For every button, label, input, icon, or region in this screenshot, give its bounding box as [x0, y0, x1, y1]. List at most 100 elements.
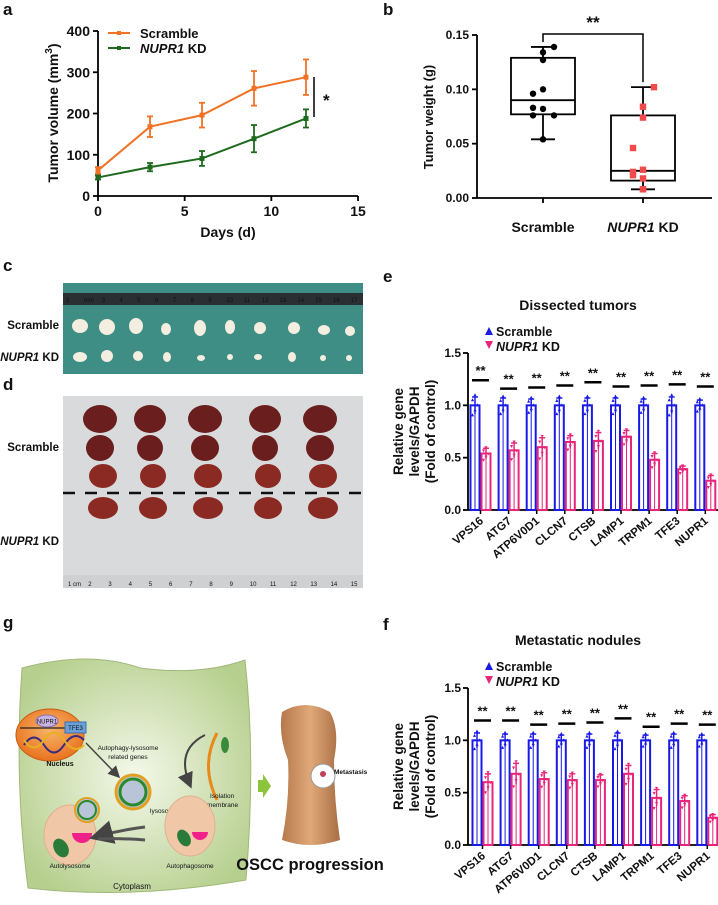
ruler-label: 13: [310, 582, 317, 588]
data-point: [501, 745, 505, 749]
data-point: [639, 399, 643, 403]
data-point: [700, 403, 704, 407]
tumor-specimen: [99, 319, 115, 335]
data-point: [624, 782, 628, 786]
data-point: [529, 104, 537, 112]
ruler-label: 7: [173, 298, 177, 304]
data-point: [708, 820, 712, 824]
data-point: [639, 410, 643, 414]
tumor-specimen: [101, 350, 113, 362]
x-tick-label: 15: [350, 203, 366, 219]
lung-specimen: [255, 464, 281, 488]
data-point: [596, 775, 600, 779]
data-point: [557, 744, 561, 748]
significance-marker: **: [504, 372, 515, 387]
data-point: [652, 791, 656, 795]
ruler: [63, 293, 363, 305]
row-label-kd-part: NUPR1: [0, 352, 39, 364]
data-point: [499, 412, 503, 416]
significance-marker: **: [672, 367, 683, 382]
tumor-specimen: [318, 325, 330, 335]
panel-b-box-plot: 0.00 0.05 0.10 0.15 Tumor weight (g) Scramble…: [421, 13, 712, 235]
legend-label-kd-part: NUPR1: [496, 340, 538, 354]
data-point: [147, 124, 153, 130]
data-point: [539, 56, 547, 64]
data-point: [641, 735, 645, 739]
data-point: [481, 458, 486, 462]
x-tick-label: 10: [264, 203, 280, 219]
significance-marker: **: [475, 363, 486, 378]
data-point: [711, 813, 715, 817]
significance-marker: **: [700, 369, 711, 384]
ruler-label: 5: [149, 582, 153, 588]
ruler: [63, 575, 363, 588]
data-point: [571, 440, 575, 444]
tfe3-protein: [64, 721, 87, 734]
data-point: [529, 745, 533, 749]
data-point: [706, 476, 710, 480]
data-point: [697, 744, 701, 748]
ruler-label: 9: [208, 298, 212, 304]
ruler-label: 14: [297, 298, 304, 304]
legend-label-scramble: Scramble: [496, 660, 552, 674]
lung-specimen: [89, 464, 117, 488]
y-tick-label: 1.5: [444, 681, 461, 695]
panel-label-e: e: [383, 267, 392, 286]
ruler-label: mm: [84, 298, 94, 304]
panel-g-diagram: NUPR1 TFE3 Nucleus Autophagy-lysosome re…: [15, 658, 384, 893]
data-point: [639, 186, 647, 193]
data-point: [639, 103, 647, 110]
y-tick-label: 300: [67, 64, 91, 80]
data-point: [655, 458, 659, 462]
data-point: [515, 449, 519, 453]
y-axis-title-part: ): [45, 43, 61, 48]
data-point: [470, 413, 475, 417]
lung-specimen: [308, 497, 338, 519]
lung-specimen: [134, 405, 166, 433]
row-label-kd: NUPR1 KD: [0, 536, 59, 548]
significance-marker: **: [534, 708, 545, 723]
ruler-label: 7: [189, 582, 193, 588]
data-point: [472, 747, 477, 751]
y-axis-title: Tumor volume (mm3): [44, 43, 61, 182]
ruler-label: 2: [88, 582, 92, 588]
data-point: [618, 738, 622, 742]
data-point: [622, 431, 626, 435]
data-point: [695, 400, 699, 404]
x-axis-title: Days (d): [200, 224, 255, 240]
data-point: [529, 734, 533, 738]
lung-specimen: [188, 405, 222, 433]
data-point: [483, 776, 488, 780]
tumor-specimen: [345, 326, 355, 336]
legend-marker-kd: [485, 676, 493, 684]
data-point: [594, 434, 598, 438]
data-point: [598, 772, 602, 776]
data-point: [611, 412, 615, 416]
ruler-label: 13: [280, 298, 287, 304]
data-point: [629, 171, 637, 179]
panel-c-tumor-photo: 2 mm 3 4 5 6 7 8 9 10 11 12 13 14 15 16 17 Scramble NUPR1 …: [0, 283, 363, 374]
data-point: [499, 398, 503, 402]
ruler-label: 15: [315, 298, 322, 304]
data-point: [655, 786, 659, 790]
data-point: [517, 772, 521, 776]
y-axis-title-line: Relative gene: [391, 387, 406, 475]
tumor-specimen: [254, 354, 262, 360]
data-point: [488, 781, 493, 785]
data-point: [147, 164, 153, 170]
data-point: [470, 398, 475, 402]
data-point: [678, 471, 682, 475]
data-point: [585, 407, 589, 411]
data-point: [550, 43, 558, 51]
data-point: [697, 735, 701, 739]
data-point: [583, 398, 587, 402]
y-tick-label: 0.10: [446, 82, 470, 96]
data-point: [711, 818, 715, 822]
significance-marker: **: [477, 703, 488, 718]
data-point: [501, 407, 505, 411]
data-point: [598, 782, 602, 786]
tumor-specimen: [73, 352, 87, 362]
lung-specimen: [254, 497, 282, 519]
ruler-label: 6: [169, 582, 173, 588]
y-tick-label: 200: [67, 106, 91, 122]
